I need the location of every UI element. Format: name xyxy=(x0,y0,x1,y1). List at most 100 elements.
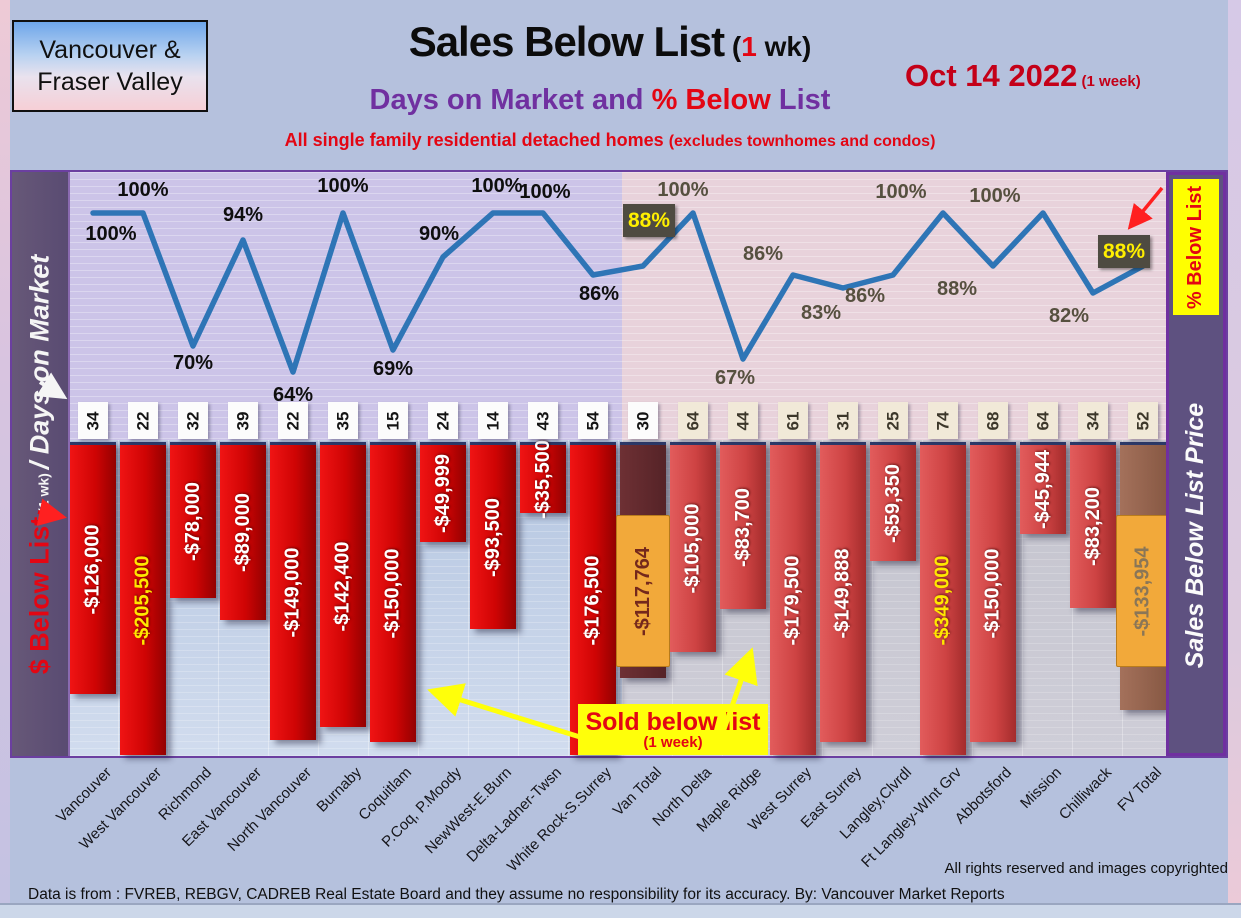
pct-label-6: 69% xyxy=(372,358,414,380)
sold-below-list-callout: Sold below list (1 week) xyxy=(578,704,768,755)
bottom-strip-decoration xyxy=(0,903,1241,918)
bar-burnaby: -$142,400 xyxy=(320,442,366,727)
days-on-market-19: 64 xyxy=(1028,402,1058,439)
pct-label-12: 100% xyxy=(657,179,709,201)
days-on-market-2: 32 xyxy=(178,402,208,439)
bar-value-label-19: -$45,944 xyxy=(1031,450,1054,529)
bar-value-label-1: -$205,500 xyxy=(131,554,154,646)
chart-frame xyxy=(10,170,1228,758)
days-on-market-4: 22 xyxy=(278,402,308,439)
days-on-market-3: 39 xyxy=(228,402,258,439)
bar-value-label-2: -$78,000 xyxy=(181,482,204,561)
callout-line1: Sold below list xyxy=(585,707,761,736)
bar-value-label-10: -$176,500 xyxy=(581,554,604,646)
tagline: All single family residential detached h… xyxy=(284,130,936,150)
bar-value-label-12: -$105,000 xyxy=(681,503,704,594)
bar-chilliwack: -$83,200 xyxy=(1070,442,1116,608)
bar-west-vancouver: -$205,500 xyxy=(120,442,166,755)
bar-value-label-21: -$133,954 xyxy=(1131,545,1154,637)
bar-value-label-11: -$117,764 xyxy=(631,546,654,636)
days-on-market-7: 24 xyxy=(428,402,458,439)
callout-line2: (1 week) xyxy=(643,733,703,751)
days-on-market-5: 35 xyxy=(328,402,358,439)
days-on-market-13: 44 xyxy=(728,402,758,439)
bar-east-vancouver: -$89,000 xyxy=(220,442,266,620)
bar-vancouver: -$126,000 xyxy=(70,442,116,694)
pct-below-list-tab: % Below List xyxy=(1173,179,1219,315)
left-axis-sidebar: $ Below List (1 wk) / Days on Market xyxy=(12,172,70,756)
total-bar-tag-11: -$117,764 xyxy=(616,515,670,667)
right-axis-sidebar: % Below List Sales Below List Price xyxy=(1166,172,1226,756)
bar-richmond: -$78,000 xyxy=(170,442,216,598)
bar-value-label-8: -$93,500 xyxy=(481,497,504,577)
days-on-market-1: 22 xyxy=(128,402,158,439)
bar-value-label-13: -$83,700 xyxy=(731,487,754,567)
pct-label-9: 100% xyxy=(519,181,571,203)
days-on-market-20: 34 xyxy=(1078,402,1108,439)
days-on-market-21: 52 xyxy=(1128,402,1158,439)
days-on-market-0: 34 xyxy=(78,402,108,439)
bar-maple-ridge: -$83,700 xyxy=(720,442,766,609)
bar-ft-langley-wint-grv: -$349,000 xyxy=(920,442,966,755)
sales-below-list-price: Sales Below List Price xyxy=(1169,315,1223,755)
pct-label-8: 100% xyxy=(471,175,523,197)
pct-label-18: 88% xyxy=(936,278,978,300)
bar-value-label-3: -$89,000 xyxy=(231,493,254,572)
pct-highlight-box-21: 88% xyxy=(1098,235,1150,268)
bar-value-label-16: -$59,350 xyxy=(881,463,904,543)
vancouver-line-band xyxy=(68,172,622,440)
page-title: Sales Below List (1 wk) xyxy=(290,18,930,66)
date-label: Oct 14 2022 (1 week) xyxy=(905,58,1225,94)
bar-abbotsford: -$150,000 xyxy=(970,442,1016,742)
bar-east-surrey: -$149,888 xyxy=(820,442,866,742)
bar-mission: -$45,944 xyxy=(1020,442,1066,534)
bar-van-total: -$117,764 xyxy=(616,442,670,678)
subtitle: Days on Market and % Below List xyxy=(369,84,831,116)
bar-value-label-18: -$150,000 xyxy=(981,548,1004,639)
pct-label-1: 100% xyxy=(117,179,169,201)
pct-below-list-label: % Below List xyxy=(1184,185,1207,309)
bar-coquitlam: -$150,000 xyxy=(370,442,416,742)
days-on-market-17: 74 xyxy=(928,402,958,439)
bar-langley-clvrdl: -$59,350 xyxy=(870,442,916,561)
pct-label-5: 100% xyxy=(317,175,369,197)
bar-value-label-0: -$126,000 xyxy=(81,524,104,615)
pct-label-3: 94% xyxy=(222,204,264,226)
days-on-market-18: 68 xyxy=(978,402,1008,439)
total-bar-tag-21: -$133,954 xyxy=(1116,515,1170,667)
date-note: (1 week) xyxy=(1077,73,1141,90)
right-edge-decoration xyxy=(1228,0,1241,918)
bar-value-label-5: -$142,400 xyxy=(331,540,354,632)
date-text: Oct 14 2022 xyxy=(905,58,1078,93)
left-axis-title: $ Below List (1 wk) / Days on Market xyxy=(24,254,55,674)
pct-label-2: 70% xyxy=(172,352,214,374)
pct-label-20: 82% xyxy=(1048,305,1090,327)
rights-text: All rights reserved and images copyright… xyxy=(944,860,1228,877)
bar-p-coq-p-moody: -$49,999 xyxy=(420,442,466,542)
pct-label-10: 86% xyxy=(578,283,620,305)
bar-north-vancouver: -$149,000 xyxy=(270,442,316,740)
region-label-line2: Fraser Valley xyxy=(37,68,183,96)
days-on-market-10: 54 xyxy=(578,402,608,439)
bar-delta-ladner-twsn: -$35,500 xyxy=(520,440,566,518)
pct-label-19: 100% xyxy=(969,185,1021,207)
days-on-market-15: 31 xyxy=(828,402,858,439)
bar-value-label-9: -$35,500 xyxy=(531,439,554,519)
days-on-market-6: 15 xyxy=(378,402,408,439)
days-on-market-14: 61 xyxy=(778,402,808,439)
bar-value-label-14: -$179,500 xyxy=(781,554,804,646)
bar-value-label-15: -$149,888 xyxy=(831,548,854,639)
bar-newwest-e-burn: -$93,500 xyxy=(470,442,516,629)
sales-below-list-price-label: Sales Below List Price xyxy=(1181,402,1210,668)
pct-label-17: 100% xyxy=(875,181,927,203)
bar-value-label-4: -$149,000 xyxy=(281,547,304,638)
bar-value-label-6: -$150,000 xyxy=(381,548,404,639)
days-on-market-16: 25 xyxy=(878,402,908,439)
bar-value-label-17: -$349,000 xyxy=(931,554,954,646)
pct-label-14: 86% xyxy=(742,243,784,265)
pct-label-0: 100% xyxy=(85,223,137,245)
bar-west-surrey: -$179,500 xyxy=(770,442,816,755)
days-on-market-8: 14 xyxy=(478,402,508,439)
days-on-market-11: 30 xyxy=(628,402,658,439)
